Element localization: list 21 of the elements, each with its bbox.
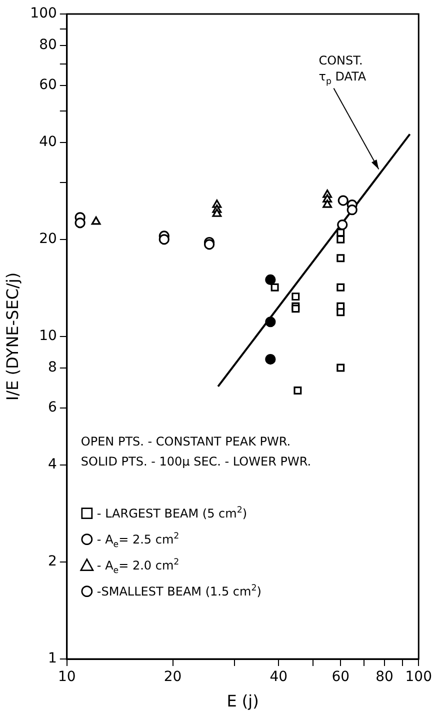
y-tick-label: 8 — [48, 359, 57, 376]
y-tick-label: 20 — [39, 231, 57, 248]
y-tick-label: 80 — [39, 36, 57, 53]
y-tick-label: 2 — [48, 554, 57, 570]
y-tick-label: 60 — [39, 77, 57, 94]
y-tick-label: 6 — [48, 400, 57, 416]
x-tick-label: 60 — [332, 669, 350, 686]
x-tick-label: 100 — [405, 669, 432, 686]
y-tick-label: 40 — [39, 134, 57, 150]
annotation: SOLID PTS. - 100μ SEC. - LOWER PWR. — [80, 454, 312, 468]
y-tick-label: 4 — [48, 456, 57, 472]
annotation: OPEN PTS. - CONSTANT PEAK PWR. — [80, 434, 291, 448]
y-tick-label: 1 — [48, 650, 57, 667]
y-tick-label: 10 — [39, 328, 57, 344]
y-axis-title: I/E (DYNE-SEC/j) — [2, 272, 22, 401]
x-tick-label: 80 — [376, 669, 394, 686]
x-axis-title: E (j) — [226, 692, 259, 711]
x-tick-label: 10 — [58, 669, 76, 686]
x-tick-label: 40 — [270, 669, 288, 686]
x-tick-label: 20 — [164, 669, 182, 686]
y-tick-label: 100 — [30, 6, 57, 22]
